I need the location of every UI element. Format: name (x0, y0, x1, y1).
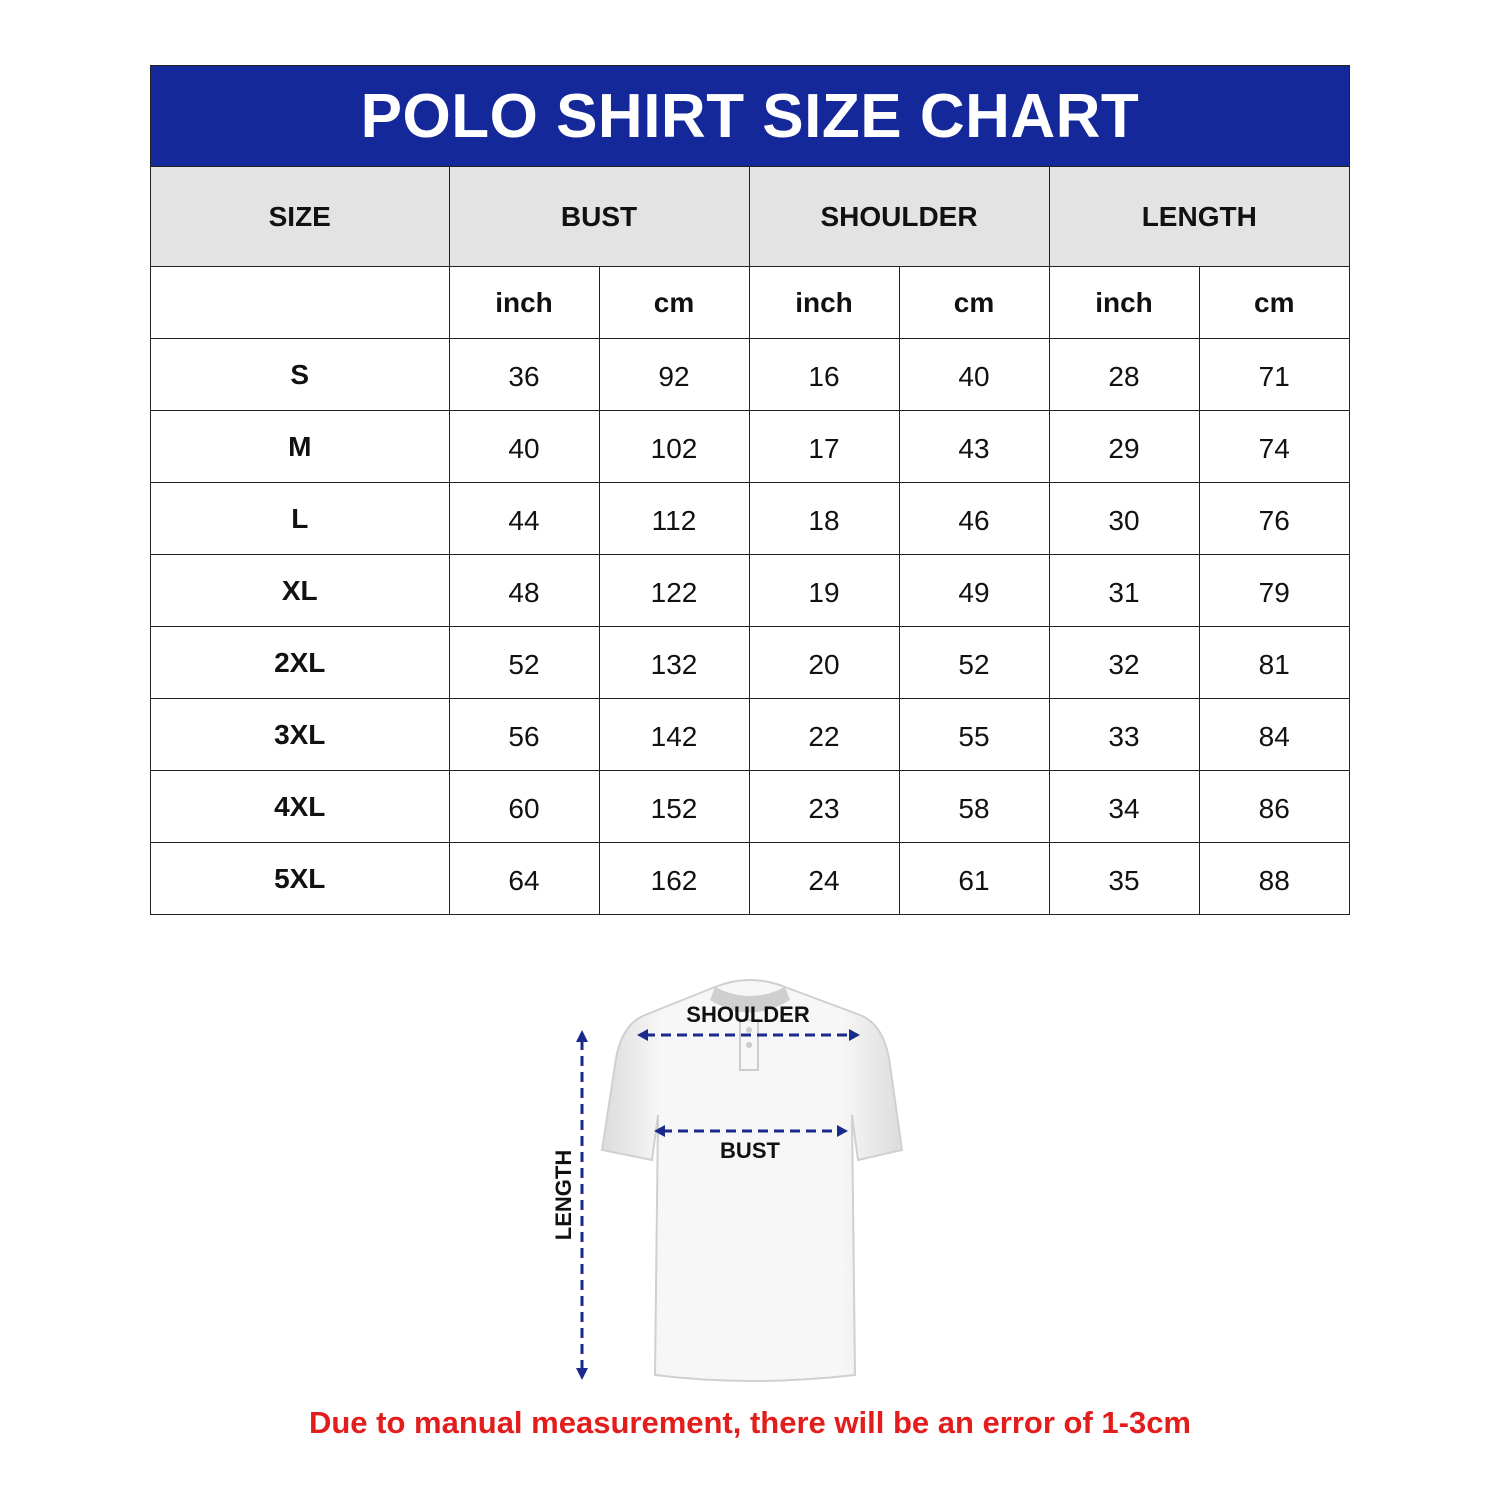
unit-header-inch: inch (1048, 266, 1200, 339)
bust-arrowhead-left (654, 1125, 665, 1137)
value-cell: 31 (1048, 554, 1200, 627)
length-arrowhead-bottom (576, 1368, 588, 1380)
unit-header-inch: inch (448, 266, 600, 339)
table-row: XL 48 122 19 49 31 79 (151, 554, 1349, 627)
value-cell: 23 (748, 770, 900, 843)
size-cell: S (151, 338, 450, 411)
value-cell: 40 (898, 338, 1050, 411)
value-cell: 46 (898, 482, 1050, 555)
unit-blank (151, 266, 450, 339)
value-cell: 29 (1048, 410, 1200, 483)
value-cell: 102 (598, 410, 750, 483)
value-cell: 36 (448, 338, 600, 411)
value-cell: 30 (1048, 482, 1200, 555)
unit-header-row: inch cm inch cm inch cm (151, 266, 1349, 339)
size-cell: 4XL (151, 770, 450, 843)
length-arrowhead-top (576, 1030, 588, 1042)
size-chart: POLO SHIRT SIZE CHART SIZE BUST SHOULDER… (150, 65, 1350, 915)
value-cell: 24 (748, 842, 900, 914)
value-cell: 43 (898, 410, 1050, 483)
shirt-measurement-diagram: SHOULDER BUST LENGTH (540, 965, 940, 1395)
value-cell: 60 (448, 770, 600, 843)
value-cell: 64 (448, 842, 600, 914)
value-cell: 49 (898, 554, 1050, 627)
value-cell: 58 (898, 770, 1050, 843)
size-cell: 2XL (151, 626, 450, 699)
bust-arrowhead-right (837, 1125, 848, 1137)
value-cell: 55 (898, 698, 1050, 771)
value-cell: 18 (748, 482, 900, 555)
value-cell: 122 (598, 554, 750, 627)
column-group-header-row: SIZE BUST SHOULDER LENGTH (151, 167, 1349, 267)
value-cell: 17 (748, 410, 900, 483)
header-shoulder: SHOULDER (748, 167, 1050, 267)
value-cell: 56 (448, 698, 600, 771)
value-cell: 19 (748, 554, 900, 627)
unit-header-cm: cm (1198, 266, 1349, 339)
shoulder-arrowhead-left (637, 1029, 648, 1041)
length-label: LENGTH (551, 1150, 576, 1240)
size-table: SIZE BUST SHOULDER LENGTH inch cm inch cm in… (151, 167, 1349, 914)
size-cell: 5XL (151, 842, 450, 914)
value-cell: 88 (1198, 842, 1349, 914)
value-cell: 35 (1048, 842, 1200, 914)
shoulder-arrowhead-right (849, 1029, 860, 1041)
size-cell: M (151, 410, 450, 483)
shoulder-label: SHOULDER (686, 1002, 810, 1027)
size-cell: L (151, 482, 450, 555)
bust-label: BUST (720, 1138, 780, 1163)
value-cell: 20 (748, 626, 900, 699)
size-cell: 3XL (151, 698, 450, 771)
header-size: SIZE (151, 167, 450, 267)
value-cell: 152 (598, 770, 750, 843)
value-cell: 28 (1048, 338, 1200, 411)
value-cell: 112 (598, 482, 750, 555)
value-cell: 44 (448, 482, 600, 555)
table-row: S 36 92 16 40 28 71 (151, 338, 1349, 411)
measurement-error-note: Due to manual measurement, there will be… (308, 1405, 1192, 1440)
value-cell: 86 (1198, 770, 1349, 843)
value-cell: 162 (598, 842, 750, 914)
value-cell: 32 (1048, 626, 1200, 699)
value-cell: 61 (898, 842, 1050, 914)
table-row: L 44 112 18 46 30 76 (151, 482, 1349, 555)
unit-header-inch: inch (748, 266, 900, 339)
value-cell: 84 (1198, 698, 1349, 771)
table-row: 5XL 64 162 24 61 35 88 (151, 842, 1349, 914)
header-bust: BUST (448, 167, 750, 267)
value-cell: 22 (748, 698, 900, 771)
size-cell: XL (151, 554, 450, 627)
value-cell: 142 (598, 698, 750, 771)
table-row: 2XL 52 132 20 52 32 81 (151, 626, 1349, 699)
value-cell: 76 (1198, 482, 1349, 555)
header-length: LENGTH (1048, 167, 1349, 267)
value-cell: 40 (448, 410, 600, 483)
value-cell: 34 (1048, 770, 1200, 843)
value-cell: 33 (1048, 698, 1200, 771)
value-cell: 92 (598, 338, 750, 411)
value-cell: 132 (598, 626, 750, 699)
unit-header-cm: cm (898, 266, 1050, 339)
unit-header-cm: cm (598, 266, 750, 339)
table-row: 4XL 60 152 23 58 34 86 (151, 770, 1349, 843)
value-cell: 79 (1198, 554, 1349, 627)
value-cell: 71 (1198, 338, 1349, 411)
value-cell: 52 (898, 626, 1050, 699)
value-cell: 81 (1198, 626, 1349, 699)
polo-shirt-image (600, 979, 904, 1382)
value-cell: 16 (748, 338, 900, 411)
chart-title: POLO SHIRT SIZE CHART (151, 66, 1349, 167)
value-cell: 52 (448, 626, 600, 699)
table-row: 3XL 56 142 22 55 33 84 (151, 698, 1349, 771)
table-row: M 40 102 17 43 29 74 (151, 410, 1349, 483)
value-cell: 74 (1198, 410, 1349, 483)
value-cell: 48 (448, 554, 600, 627)
